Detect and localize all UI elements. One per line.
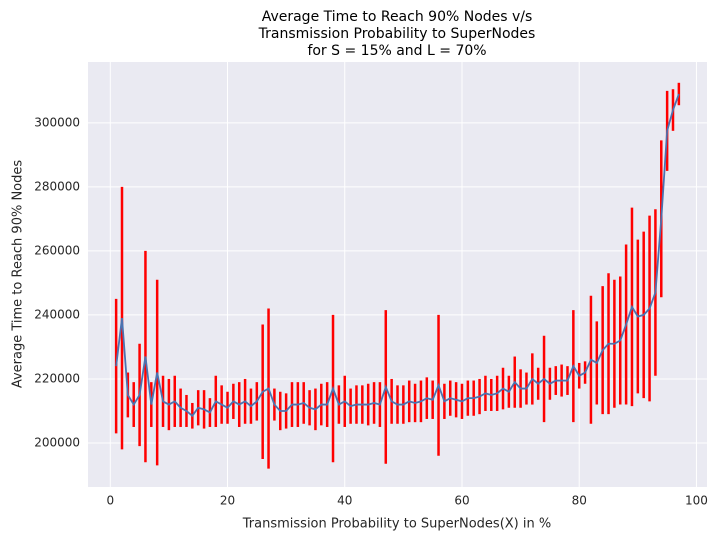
x-tick-label: 0 <box>106 494 114 508</box>
chart-title: Average Time to Reach 90% Nodes v/s <box>262 9 533 25</box>
chart-title: Transmission Probability to SuperNodes <box>258 26 536 42</box>
marks <box>114 82 681 469</box>
chart-title: for S = 15% and L = 70% <box>307 43 486 59</box>
grid <box>88 62 707 487</box>
y-tick-label: 240000 <box>34 307 80 321</box>
x-tick-label: 80 <box>572 494 587 508</box>
y-tick-label: 300000 <box>34 115 80 129</box>
x-tick-label: 20 <box>220 494 235 508</box>
x-axis-label: Transmission Probability to SuperNodes(X… <box>242 517 551 532</box>
line <box>115 93 680 418</box>
y-tick-label: 200000 <box>34 435 80 449</box>
y-tick-label: 220000 <box>34 371 80 385</box>
y-tick-label: 260000 <box>34 243 80 257</box>
y-tick-label: 280000 <box>34 179 80 193</box>
y-axis-label: Average Time to Reach 90% Nodes <box>11 160 26 389</box>
x-tick-label: 60 <box>454 494 469 508</box>
x-tick-label: 100 <box>685 494 708 508</box>
x-tick-label: 40 <box>337 494 352 508</box>
